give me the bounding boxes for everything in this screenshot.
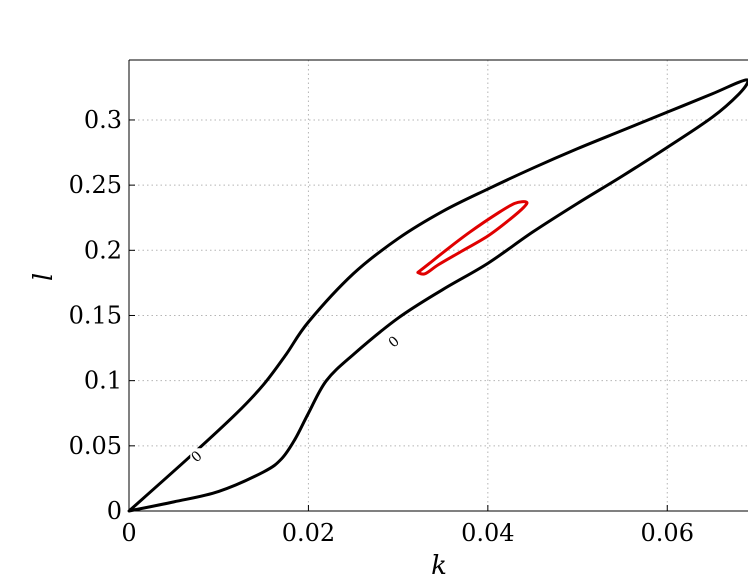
contour-line-1 [127,78,748,513]
contour-line-2 [416,200,529,276]
x-axis-label: k [431,551,447,581]
y-tick-label: 0.15 [69,301,122,329]
y-axis-label: l [29,273,59,281]
y-tick-label: 0.05 [69,432,122,460]
y-tick-label: 0.2 [84,236,122,264]
grid [129,60,748,511]
y-tick-label: 0.3 [84,106,122,134]
axes [128,59,748,512]
contour-labels: 00 [188,333,402,466]
ticks: 0 0.02 0.04 0.06 0 0.05 0.1 0.15 0.2 0.25 0.3 [69,106,694,547]
x-tick-label: 0.02 [282,519,335,547]
contour-label-bg [387,333,400,350]
y-tick-label: 0 [107,497,122,525]
contour-lines [127,78,748,513]
x-tick-label: 0.06 [641,519,694,547]
contour-label-bg [190,448,203,465]
x-tick-label: 0 [121,519,136,547]
y-tick-label: 0.1 [84,367,122,395]
y-tick-label: 0.25 [69,171,122,199]
x-tick-label: 0.04 [461,519,514,547]
